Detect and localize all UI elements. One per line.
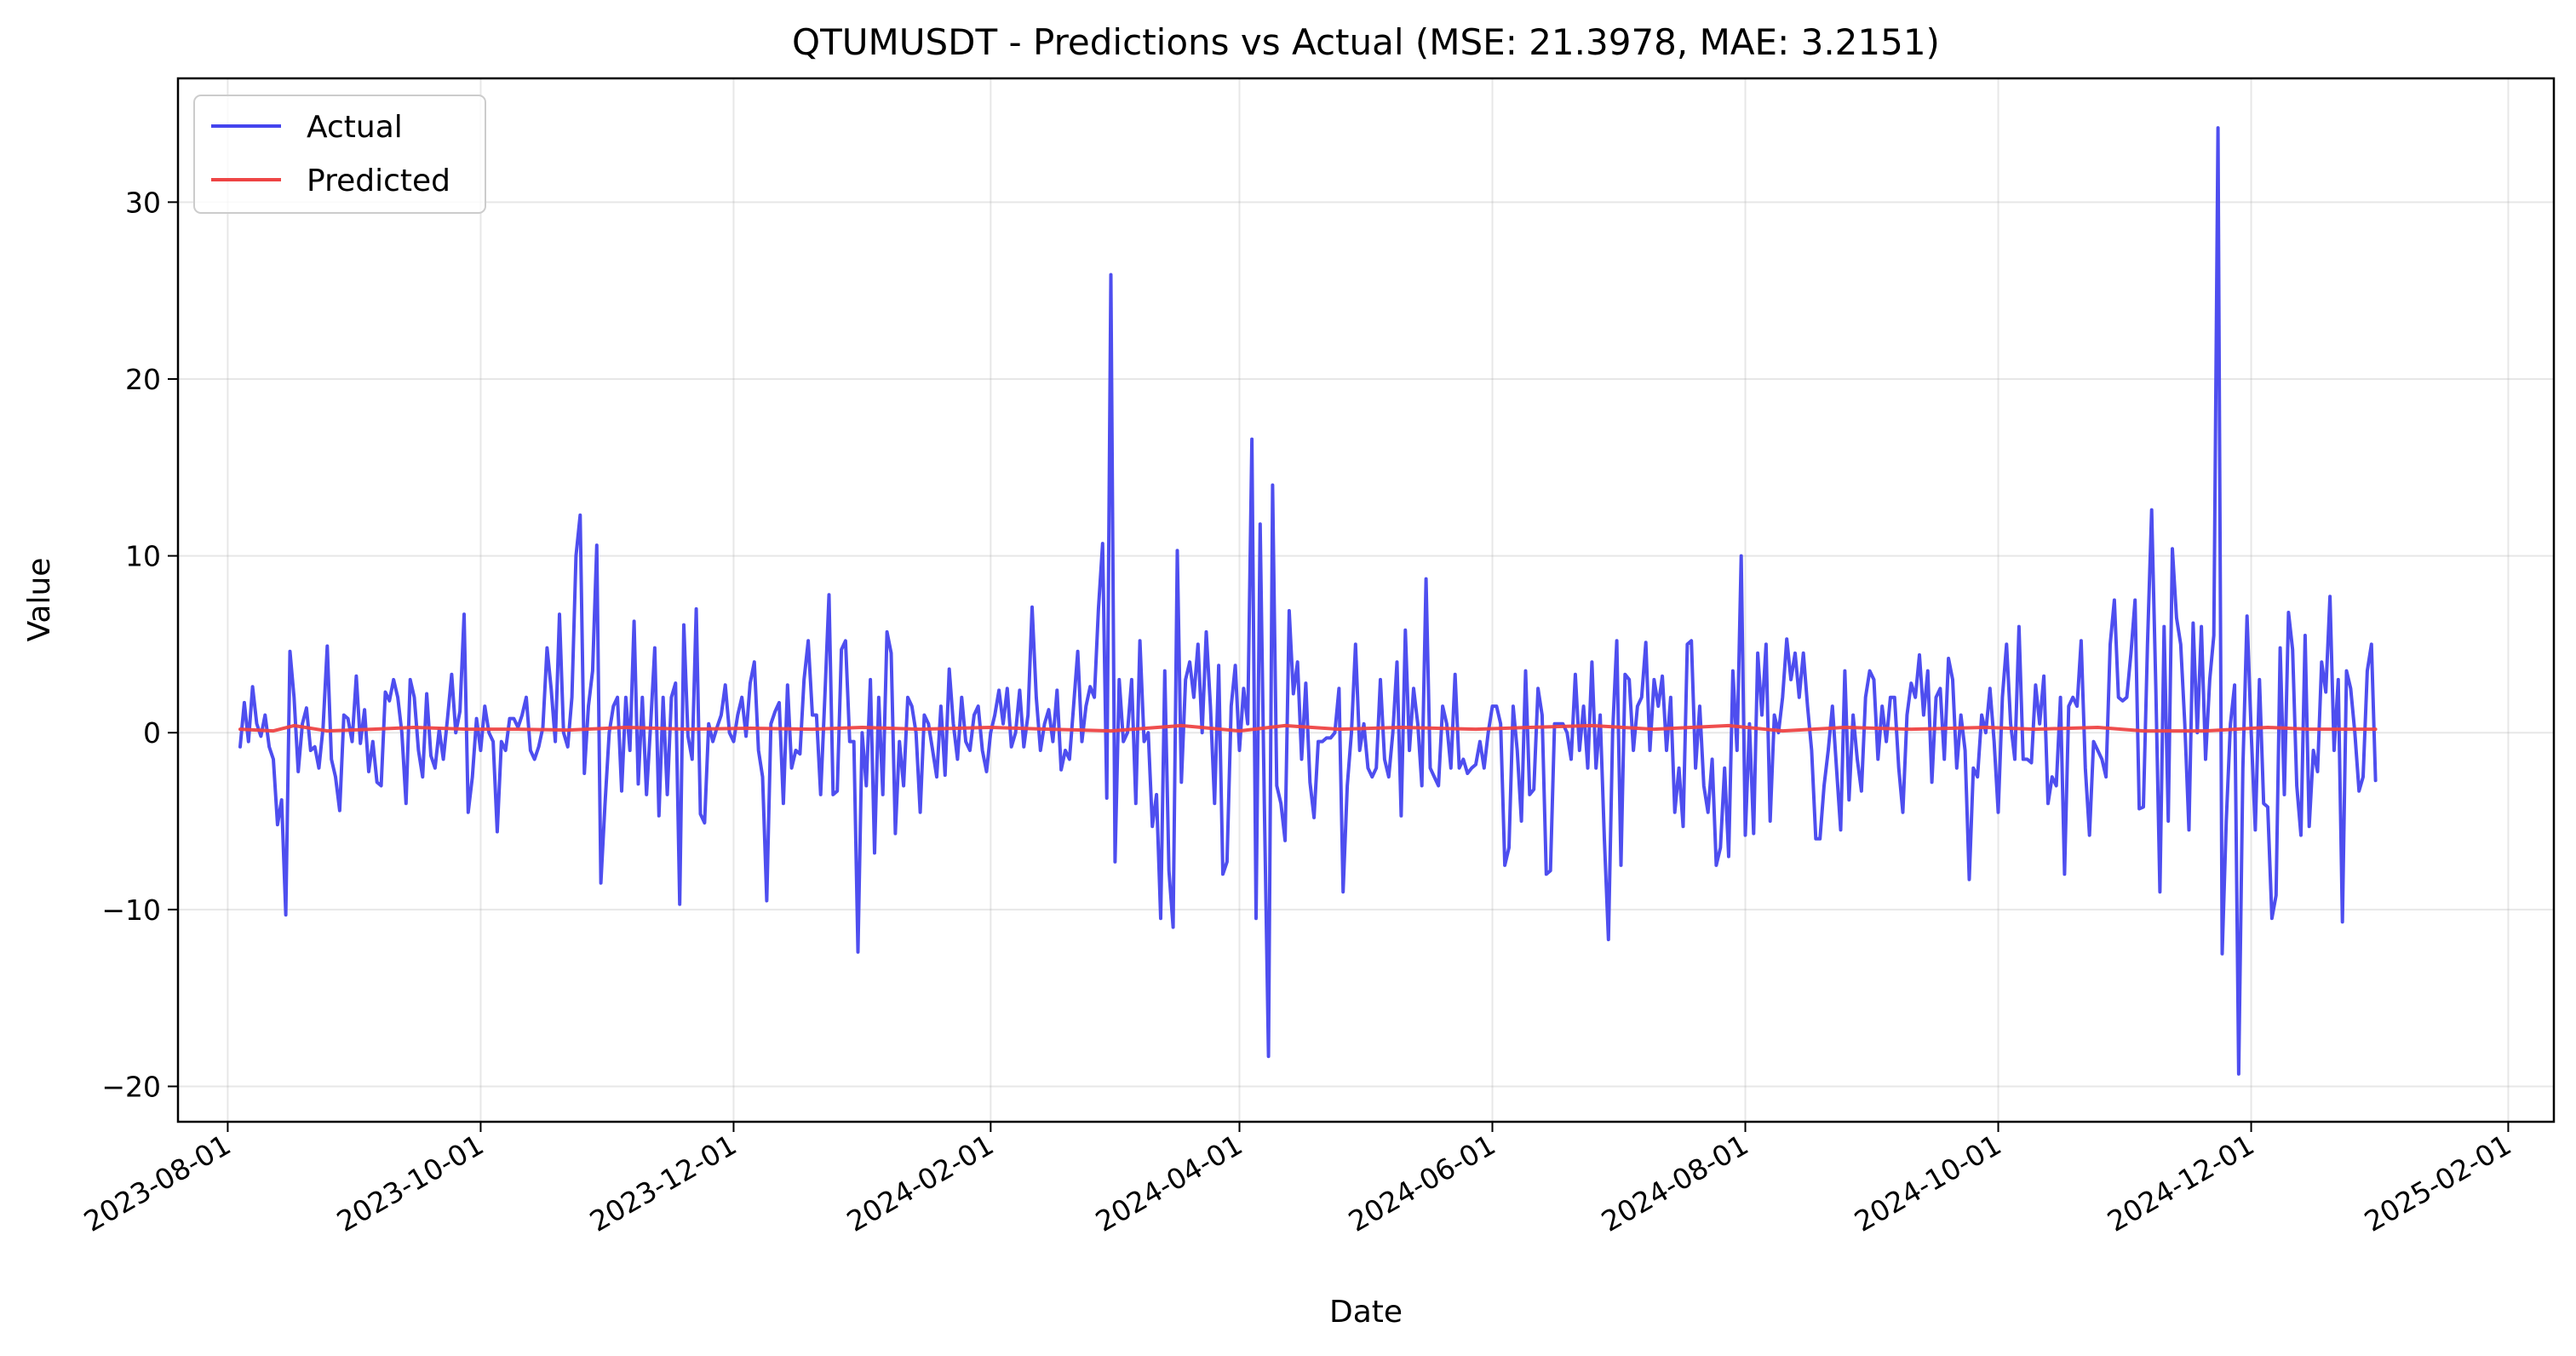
series-line-predicted [238,723,2378,733]
y-tick-label: 20 [125,363,161,396]
y-tick-label: 10 [125,540,161,573]
x-axis-label: Date [1329,1295,1403,1330]
legend-label-actual: Actual [307,110,403,145]
y-axis: 30 20 10 0 −10 −20 [101,186,178,1103]
plot-frame [176,77,2556,1123]
y-tick-label: 30 [125,186,161,219]
legend-label-predicted: Predicted [307,164,450,198]
series-layer [238,126,2378,1076]
y-tick-label: −10 [101,893,161,927]
legend: Actual Predicted [193,95,486,214]
y-tick-label: −20 [101,1070,161,1103]
y-tick-label: 0 [143,716,161,750]
series-line-actual [238,126,2378,1076]
chart-title: QTUMUSDT - Predictions vs Actual (MSE: 2… [792,21,1940,63]
y-axis-label: Value [22,558,57,642]
